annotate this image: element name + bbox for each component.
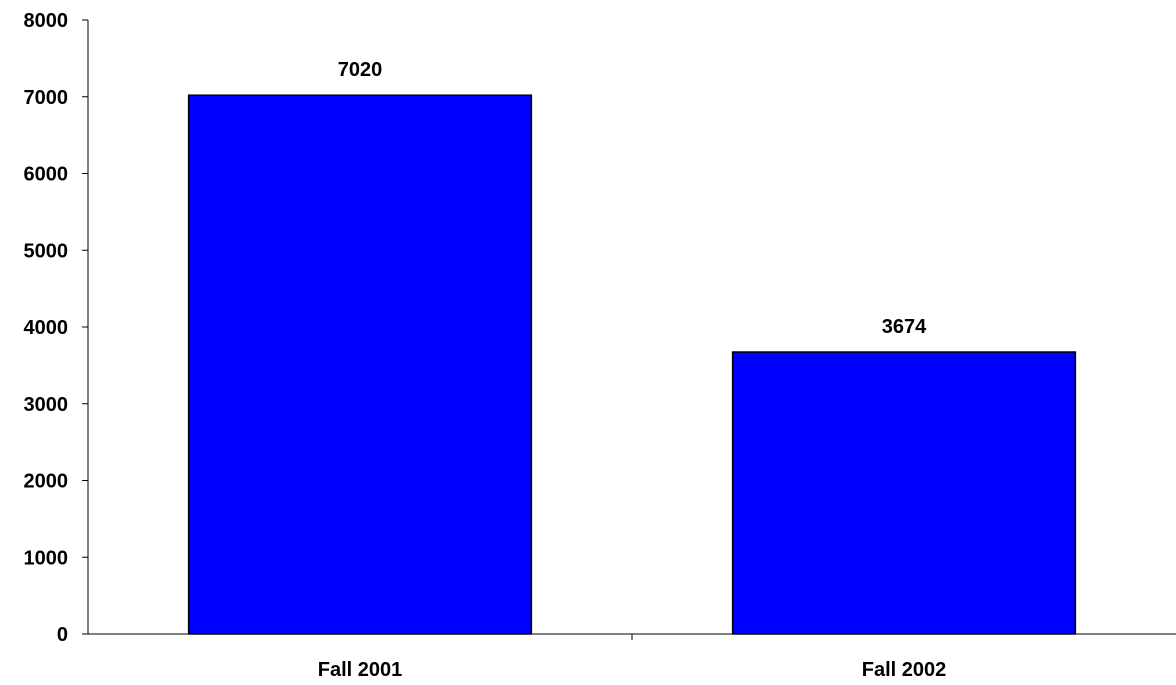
x-tick-label: Fall 2001 [318, 659, 403, 681]
bar-fall-2001 [189, 95, 532, 634]
y-tick-label: 8000 [24, 10, 69, 32]
y-tick-label: 0 [57, 624, 68, 646]
bars-group [189, 95, 1076, 634]
data-label: 3674 [882, 316, 927, 338]
y-tick-label: 6000 [24, 164, 69, 186]
y-ticks-group: 0 1000 2000 3000 4000 5000 6000 7000 8000 [24, 10, 89, 646]
data-label: 7020 [338, 59, 383, 81]
y-tick-label: 4000 [24, 317, 69, 339]
y-tick-label: 3000 [24, 394, 69, 416]
x-tick-label: Fall 2002 [862, 659, 947, 681]
y-tick-label: 7000 [24, 87, 69, 109]
bar-fall-2002 [733, 352, 1076, 634]
y-tick-label: 2000 [24, 471, 69, 493]
x-ticks-group: Fall 2001 Fall 2002 [318, 634, 947, 681]
y-tick-label: 5000 [24, 240, 69, 262]
y-tick-label: 1000 [24, 547, 69, 569]
